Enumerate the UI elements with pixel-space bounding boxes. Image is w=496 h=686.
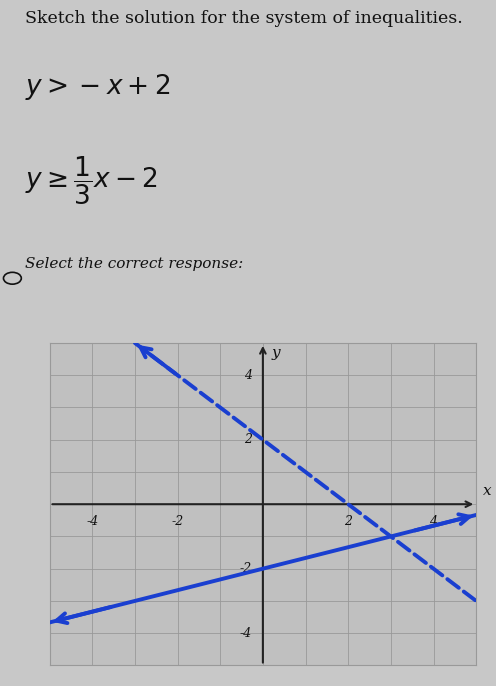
Text: 2: 2 [244,434,252,446]
Text: y: y [271,346,280,360]
Text: 4: 4 [430,515,437,528]
Text: -4: -4 [86,515,98,528]
Text: -2: -2 [240,563,252,575]
Text: x: x [483,484,491,499]
Text: -2: -2 [172,515,184,528]
Text: $y > -x + 2$: $y > -x + 2$ [25,73,170,102]
Text: Sketch the solution for the system of inequalities.: Sketch the solution for the system of in… [25,10,463,27]
Text: -4: -4 [240,627,252,639]
Text: 2: 2 [344,515,352,528]
Text: Select the correct response:: Select the correct response: [25,257,243,271]
Text: 4: 4 [244,369,252,381]
Text: $y \geq \dfrac{1}{3}x - 2$: $y \geq \dfrac{1}{3}x - 2$ [25,155,158,207]
